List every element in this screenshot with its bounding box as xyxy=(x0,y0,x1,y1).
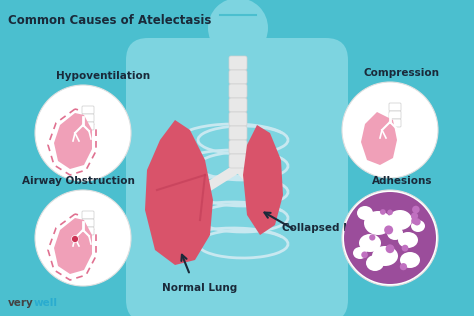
Circle shape xyxy=(412,206,419,213)
Ellipse shape xyxy=(364,211,392,235)
Ellipse shape xyxy=(372,246,398,266)
Text: Compression: Compression xyxy=(364,68,440,78)
FancyBboxPatch shape xyxy=(82,211,94,219)
FancyBboxPatch shape xyxy=(229,112,247,126)
Circle shape xyxy=(400,263,407,270)
Circle shape xyxy=(384,225,393,234)
FancyBboxPatch shape xyxy=(82,114,94,122)
Circle shape xyxy=(401,245,409,252)
FancyBboxPatch shape xyxy=(82,122,94,130)
Polygon shape xyxy=(361,112,397,165)
Text: Adhesions: Adhesions xyxy=(372,176,432,186)
Text: Hypoventilation: Hypoventilation xyxy=(56,71,150,81)
Circle shape xyxy=(369,234,375,240)
Circle shape xyxy=(208,0,268,58)
Ellipse shape xyxy=(411,220,425,232)
FancyBboxPatch shape xyxy=(229,154,247,168)
FancyBboxPatch shape xyxy=(126,38,348,316)
Text: well: well xyxy=(34,298,58,308)
FancyBboxPatch shape xyxy=(229,70,247,84)
Circle shape xyxy=(411,217,418,224)
FancyBboxPatch shape xyxy=(389,103,401,111)
Text: Common Causes of Atelectasis: Common Causes of Atelectasis xyxy=(8,14,211,27)
FancyBboxPatch shape xyxy=(229,98,247,112)
Ellipse shape xyxy=(357,206,373,220)
Text: Normal Lung: Normal Lung xyxy=(163,283,237,293)
Circle shape xyxy=(342,82,438,178)
FancyBboxPatch shape xyxy=(389,119,401,127)
Polygon shape xyxy=(54,218,92,274)
FancyBboxPatch shape xyxy=(82,106,94,114)
FancyBboxPatch shape xyxy=(82,219,94,227)
Polygon shape xyxy=(243,125,283,235)
Circle shape xyxy=(72,235,79,242)
Circle shape xyxy=(35,85,131,181)
FancyBboxPatch shape xyxy=(229,84,247,98)
Circle shape xyxy=(361,252,368,258)
Ellipse shape xyxy=(359,234,381,252)
Ellipse shape xyxy=(353,247,367,259)
Circle shape xyxy=(380,209,386,215)
Ellipse shape xyxy=(400,252,420,268)
FancyBboxPatch shape xyxy=(389,111,401,119)
FancyBboxPatch shape xyxy=(225,52,251,82)
Circle shape xyxy=(35,190,131,286)
Circle shape xyxy=(387,210,393,215)
FancyBboxPatch shape xyxy=(229,126,247,140)
Text: Collapsed Lung: Collapsed Lung xyxy=(282,223,372,233)
FancyBboxPatch shape xyxy=(229,56,247,70)
Polygon shape xyxy=(145,120,213,265)
FancyBboxPatch shape xyxy=(229,140,247,154)
Circle shape xyxy=(385,244,394,253)
Polygon shape xyxy=(54,113,92,169)
Text: very: very xyxy=(8,298,34,308)
Ellipse shape xyxy=(398,232,418,248)
Ellipse shape xyxy=(387,226,403,240)
Text: Airway Obstruction: Airway Obstruction xyxy=(21,176,135,186)
Ellipse shape xyxy=(388,210,412,230)
FancyBboxPatch shape xyxy=(82,227,94,235)
Circle shape xyxy=(344,192,436,284)
Circle shape xyxy=(411,212,418,220)
Circle shape xyxy=(342,190,438,286)
Ellipse shape xyxy=(366,255,384,271)
Circle shape xyxy=(413,218,420,225)
